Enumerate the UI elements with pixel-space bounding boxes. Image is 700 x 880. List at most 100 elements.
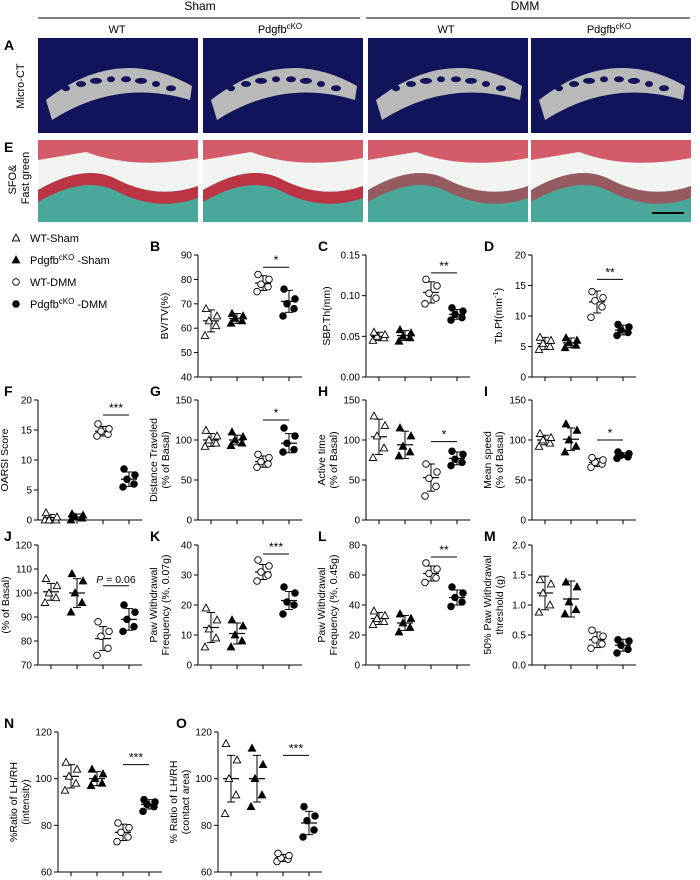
open-circle-marker xyxy=(125,823,133,832)
open-circle-marker xyxy=(113,837,121,846)
open-circle-marker xyxy=(117,828,125,837)
y-tick-label: 10 xyxy=(181,631,193,642)
filled-circle-marker xyxy=(280,583,288,591)
filled-triangle-marker xyxy=(246,801,256,811)
filled-triangle-marker xyxy=(572,425,582,434)
open-circle-marker xyxy=(599,632,607,640)
filled-triangle-marker xyxy=(406,613,416,622)
filled-triangle-marker xyxy=(395,423,405,432)
filled-triangle-marker xyxy=(398,618,408,627)
bone-pore xyxy=(583,77,595,84)
bone-pore xyxy=(152,81,160,88)
legend-label-1: WT-Sham xyxy=(30,233,79,245)
open-circle-marker xyxy=(114,819,122,827)
open-triangle-marker xyxy=(545,341,555,350)
bone-pore xyxy=(496,85,506,92)
y-tick-label: 0.0 xyxy=(512,661,526,672)
open-triangle-marker xyxy=(546,579,556,588)
bone-pore xyxy=(62,85,70,92)
chart-i: I 0 50 100 150 Mean speed(% of Basal) * xyxy=(482,383,636,527)
y-tick-label: 60 xyxy=(181,324,193,335)
open-circle-marker xyxy=(599,456,607,464)
open-triangle-marker xyxy=(60,785,70,794)
y-axis-label-line1: %Ratio of LH/RH xyxy=(8,762,20,842)
chart-m: M 0.0 0.5 1.0 1.5 2.0 50% Paw Withdrawalthresh… xyxy=(482,528,636,672)
y-tick-label: 30 xyxy=(181,571,193,582)
y-tick-label: 15 xyxy=(21,426,33,437)
panel-letter-c: C xyxy=(318,238,328,254)
y-tick-label: 5 xyxy=(520,342,526,353)
y-axis-label: Active time(% of Basal) xyxy=(316,431,340,488)
filled-circle-marker xyxy=(123,475,131,483)
open-triangle-marker xyxy=(71,778,81,787)
filled-triangle-marker xyxy=(230,630,240,639)
open-triangle-marker xyxy=(534,607,544,616)
chart-h: H 0 50 100 150 Active time(% of Basal) * xyxy=(316,383,470,527)
bone-pore xyxy=(166,85,176,92)
filled-circle-marker xyxy=(130,622,138,631)
filled-triangle-marker xyxy=(90,773,100,783)
bone-pore xyxy=(555,85,563,92)
filled-triangle-marker xyxy=(67,509,77,518)
y-tick-label: 20 xyxy=(21,396,33,407)
y-tick-label: 15 xyxy=(515,281,527,292)
y-axis-label-line2: Frequency (%, 0.45g) xyxy=(328,555,340,656)
y-tick-label: 60 xyxy=(41,868,53,879)
open-circle-marker xyxy=(588,453,596,462)
y-axis-label-line2: threshold (g) xyxy=(494,576,506,635)
filled-circle-marker xyxy=(279,312,287,320)
y-tick-label: 20 xyxy=(349,631,361,642)
open-triangle-marker xyxy=(372,331,382,340)
filled-triangle-marker xyxy=(560,447,570,456)
filled-triangle-marker xyxy=(86,780,96,790)
open-triangle-marker xyxy=(44,515,54,524)
y-tick-label: 60 xyxy=(201,868,213,879)
open-circle-marker xyxy=(588,287,596,296)
y-axis-label-line1: % Ratio of LH/RH xyxy=(168,761,180,844)
open-triangle-marker xyxy=(72,764,82,773)
y-tick-label: 60 xyxy=(349,571,361,582)
filled-triangle-marker xyxy=(561,419,571,428)
filled-triangle-marker xyxy=(257,790,267,799)
legend-suffix: -Sham xyxy=(74,255,109,267)
filled-triangle-marker xyxy=(227,427,237,436)
bone-arch xyxy=(376,68,522,120)
filled-triangle-marker xyxy=(87,764,97,773)
bone-pore xyxy=(227,85,235,92)
filled-circle-marker xyxy=(613,331,621,340)
filled-triangle-marker xyxy=(238,311,248,320)
cartilage-layer xyxy=(531,172,691,204)
open-circle-marker xyxy=(265,453,273,462)
filled-circle-marker xyxy=(614,320,622,329)
open-circle-marker xyxy=(253,577,261,585)
filled-triangle-marker xyxy=(564,337,574,347)
open-circle-marker xyxy=(432,574,440,582)
open-circle-marker xyxy=(264,460,272,468)
panel-letter-m: M xyxy=(484,528,496,544)
y-axis-label: OARSI Score xyxy=(0,428,11,491)
filled-triangle-marker xyxy=(66,607,76,616)
filled-circle-marker xyxy=(303,816,311,825)
open-triangle-marker xyxy=(200,642,210,651)
filled-circle-marker xyxy=(119,627,127,636)
bone-pore xyxy=(331,85,341,92)
chart-l: L 0 20 40 60 80 Paw WithdrawalFrequency (%, 0.… xyxy=(316,528,470,672)
y-tick-label: 70 xyxy=(181,299,193,310)
open-circle-marker xyxy=(93,651,101,660)
open-circle-marker xyxy=(432,294,440,302)
y-axis-label-line2: (% of Basal) xyxy=(328,431,340,488)
y-tick-label: 100 xyxy=(35,774,52,785)
filled-circle-marker xyxy=(283,300,291,308)
open-triangle-marker xyxy=(534,344,544,353)
y-tick-label: 20 xyxy=(515,251,527,262)
open-triangle-marker xyxy=(368,335,378,344)
filled-circle-marker xyxy=(151,798,159,806)
filled-triangle-marker xyxy=(405,622,415,631)
filled-triangle-marker xyxy=(238,431,248,441)
open-circle-marker xyxy=(254,450,262,459)
y-tick-label: 100 xyxy=(195,774,212,785)
filled-circle-marker xyxy=(119,483,127,491)
open-circle-marker xyxy=(104,644,112,652)
open-circle-marker xyxy=(421,492,429,500)
filled-triangle-marker xyxy=(405,333,415,342)
